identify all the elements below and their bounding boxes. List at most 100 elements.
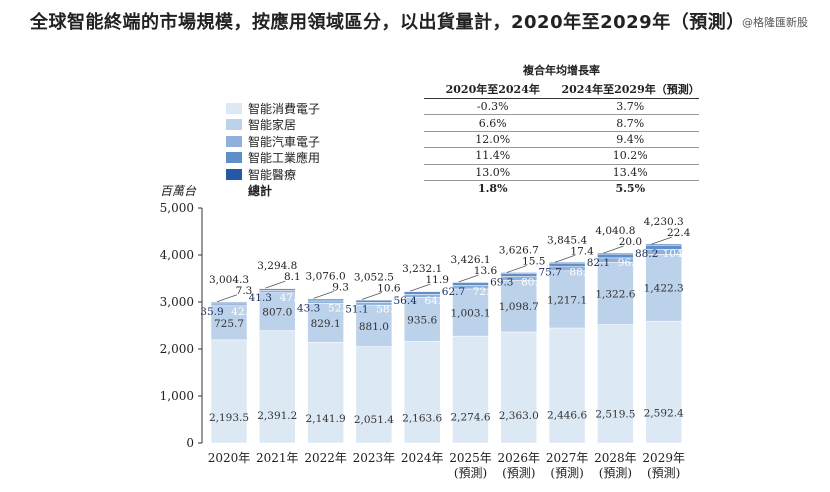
x-tick-label: 2025年 [449,451,492,465]
data-label: 2,391.2 [257,410,297,422]
cagr-header: 2024年至2029年（預測） [561,80,700,99]
data-label: 2,051.4 [354,414,394,426]
total-label: 3,076.0 [306,270,346,282]
data-label: 1,422.3 [644,283,684,295]
data-label: 104.9 [663,248,693,260]
y-tick-label: 5,000 [160,201,194,215]
bar-segment [645,320,682,444]
cagr-header-row: 2020年至2024年 2024年至2029年（預測） [424,80,700,99]
data-label: 75.7 [538,266,561,278]
data-label: 88.5 [569,266,592,278]
watermark: @格隆匯新股 [742,16,808,29]
data-label: 43.3 [297,302,320,314]
chart-title: 全球智能終端的市場規模，按應用領域區分，以出貨量計，2020年至2029年（預測… [30,12,745,33]
data-label: 56.4 [394,295,418,307]
data-label: 13.6 [474,265,498,277]
y-tick-label: 0 [186,436,194,450]
cagr-grid: 2020年至2024年 2024年至2029年（預測） -0.3% 3.7% 6… [424,80,700,196]
data-label: 2,519.5 [595,408,635,420]
x-tick-label: 2021年 [256,451,299,465]
data-label: 1,098.7 [499,301,539,313]
legend-label: 智能汽車電子 [248,134,321,149]
data-label: 1,003.1 [450,308,490,320]
bar-segment [210,301,248,303]
cagr-cell: 8.7% [561,114,699,132]
data-label: 935.6 [407,314,437,326]
data-label: 22.4 [667,227,691,239]
cagr-table: 複合年均增長率 2020年至2024年 2024年至2029年（預測） -0.3… [424,62,700,196]
y-tick-label: 4,000 [160,248,194,262]
cagr-row: 13.0% 13.4% [424,164,699,181]
leader-line [216,294,238,303]
data-label: 8.1 [284,271,301,283]
cagr-row: 11.4% 10.2% [424,147,699,165]
data-label: 42.0 [231,306,254,318]
y-tick-label: 2,000 [160,342,194,356]
x-tick-label: 2024年 [401,451,444,465]
data-label: 2,446.6 [547,409,587,421]
x-tick-label: 2028年 [594,451,637,465]
bar-segment [403,341,441,444]
data-label: 82.1 [587,257,610,269]
leader-line [410,283,431,292]
bar-segment [355,299,393,301]
bar-segment [548,270,586,329]
bar-segment [307,342,344,444]
cagr-cell: 12.0% [424,131,562,149]
total-label: 3,426.1 [450,254,490,266]
x-tick-label: 2023年 [353,451,396,465]
bar-segment [645,243,682,246]
legend: 智能消費電子 智能家居 智能汽車電子 智能工業應用 智能醫療 總計 [226,100,320,199]
y-tick-label: 3,000 [160,295,194,309]
legend-item: 智能工業應用 [226,150,320,167]
legend-label: 智能工業應用 [248,151,321,166]
cagr-cell: -0.3% [424,98,562,116]
bar-segment [500,280,538,333]
bar-segment [597,252,634,255]
data-label: 96.8 [618,257,641,269]
total-label: 3,052.5 [354,272,394,284]
legend-swatch [226,152,242,164]
data-label: 2,193.5 [209,412,249,424]
bar-segment [210,339,248,444]
cagr-total-row: 1.8% 5.5% [424,180,699,196]
data-label: 41.3 [249,292,272,304]
data-label: 807.0 [262,307,292,319]
data-label: 15.5 [522,256,545,268]
cagr-cell: 9.4% [561,131,699,149]
data-label: 725.7 [214,318,244,330]
bar-segment [259,287,296,289]
x-tick-label: 2020年 [208,451,251,465]
bar-segment [403,291,441,295]
cagr-cell: 5.5% [615,182,646,196]
legend-swatch [226,168,242,180]
bar-segment [307,298,344,300]
x-tick-sublabel: (預測) [502,466,535,480]
cagr-cell: 6.6% [424,114,562,132]
cagr-header: 2020年至2024年 [424,80,562,99]
data-label: 2,141.9 [306,413,346,425]
x-tick-sublabel: (預測) [599,466,632,480]
total-label: 4,040.8 [595,225,635,237]
legend-swatch [226,135,242,147]
cagr-title: 複合年均增長率 [523,64,600,77]
cagr-cell: 13.4% [561,164,699,181]
legend-item: 智能醫療 [226,166,320,183]
data-label: 10.6 [377,283,401,295]
data-label: 2,274.6 [450,411,490,423]
legend-item-total: 總計 [226,183,320,200]
legend-label: 智能消費電子 [248,101,321,116]
bar-segment [500,331,538,444]
bar-segment [452,288,489,337]
data-label: 52.4 [328,302,352,314]
cagr-row: 12.0% 9.4% [424,131,699,149]
data-label: 51.1 [345,304,368,316]
legend-total-label: 總計 [248,184,273,199]
bar-segment [548,327,586,444]
legend-item: 智能消費電子 [226,100,320,117]
bar-segment [259,330,296,444]
x-tick-sublabel: (預測) [647,466,680,480]
leader-line [265,280,286,289]
cagr-cell: 10.2% [561,147,699,165]
